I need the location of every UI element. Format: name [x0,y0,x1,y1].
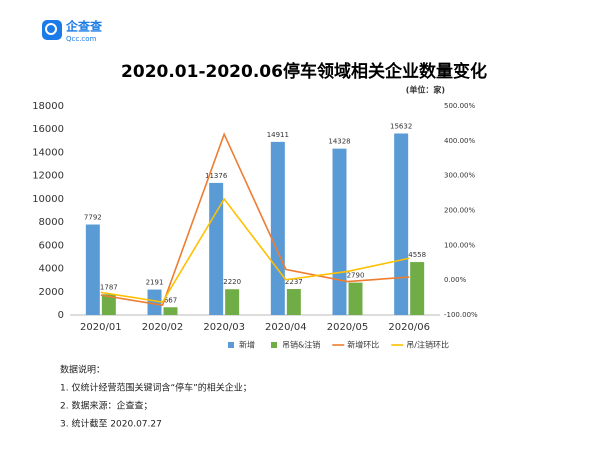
logo-domain: Qcc.com [66,35,97,43]
y-tick-label: 14000 [32,147,64,158]
y2-tick-label: 500.00% [444,102,475,110]
value-label: 667 [164,296,177,304]
legend-swatch [271,342,277,348]
legend-label: 新增环比 [347,340,379,350]
x-tick-label: 2020/02 [142,322,184,333]
bar [225,289,240,315]
bar [286,289,301,315]
y2-tick-label: -100.00% [444,311,478,319]
value-label: 15632 [390,122,412,130]
legend-label: 吊销&注销 [282,340,320,350]
value-label: 14328 [328,138,350,146]
legend-label: 新增 [239,340,255,350]
bar [209,182,224,315]
y2-tick-label: 100.00% [444,241,475,249]
value-label: 4558 [408,251,426,259]
note: 2. 数据来源：企查查； [60,400,152,412]
y2-tick-label: 200.00% [444,207,475,215]
y2-tick-label: 300.00% [444,172,475,180]
x-tick-label: 2020/06 [388,322,430,333]
x-tick-label: 2020/03 [203,322,245,333]
notes-title: 数据说明： [60,364,105,376]
legend-label: 吊/注销环比 [406,340,449,350]
value-label: 1787 [100,283,118,291]
chart-title: 2020.01-2020.06停车领域相关企业数量变化 [121,61,487,82]
y-tick-label: 6000 [39,240,64,251]
bar [101,294,116,315]
line [100,197,410,303]
value-label: 14911 [267,131,289,139]
logo-icon [42,20,62,40]
y-tick-label: 10000 [32,194,64,205]
line [100,132,410,307]
value-label: 2790 [347,272,365,280]
logo-name: 企查查 [65,19,103,34]
value-label: 2220 [223,278,241,286]
y-tick-label: 18000 [32,101,64,112]
bar [163,307,178,315]
value-label: 11376 [205,172,228,180]
legend-swatch [228,342,234,348]
y2-tick-label: 400.00% [444,137,475,145]
y-tick-label: 4000 [39,264,64,275]
y-tick-label: 12000 [32,171,64,182]
x-tick-label: 2020/05 [327,322,369,333]
y-tick-label: 16000 [32,124,64,135]
bar [332,148,347,315]
bar [270,141,285,315]
note: 1. 仅统计经营范围关键词含“停车”的相关企业； [60,382,252,394]
value-label: 2191 [146,279,164,287]
bar [85,224,100,315]
y-tick-label: 0 [58,310,64,321]
bar [348,282,363,315]
x-tick-label: 2020/04 [265,322,307,333]
x-tick-label: 2020/01 [80,322,122,333]
note: 3. 统计截至 2020.07.27 [60,418,162,430]
value-label: 7792 [84,214,102,222]
value-label: 2237 [285,278,303,286]
logo-glyph [45,23,57,35]
y-tick-label: 8000 [39,217,64,228]
bar [147,289,162,315]
unit-label: (单位：家) [406,85,445,95]
bar [394,133,409,315]
y-tick-label: 2000 [39,287,64,298]
bar [410,262,425,315]
y2-tick-label: 0.00% [444,276,467,284]
